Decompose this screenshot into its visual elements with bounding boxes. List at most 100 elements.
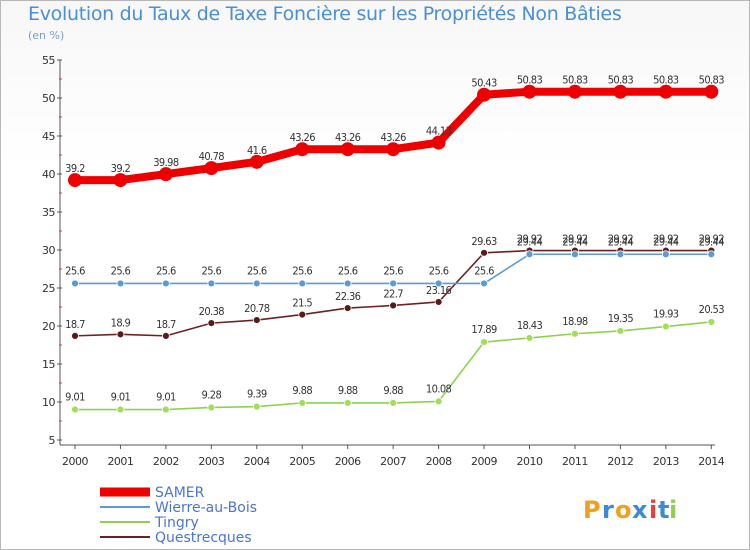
data-point-tingry xyxy=(161,405,170,414)
data-label-wierre-au-bois: 25.6 xyxy=(292,264,312,277)
legend-label-samer: SAMER xyxy=(155,485,205,501)
data-label-samer: 43.26 xyxy=(380,131,406,144)
x-tick-label: 2013 xyxy=(653,455,679,468)
data-point-questrecques xyxy=(252,316,261,324)
data-point-samer xyxy=(613,84,628,99)
data-label-wierre-au-bois: 25.6 xyxy=(111,264,131,277)
data-label-tingry: 9.01 xyxy=(111,391,131,404)
data-point-wierre-au-bois xyxy=(571,250,579,259)
x-tick-label: 2011 xyxy=(562,455,588,468)
data-point-questrecques xyxy=(207,319,216,328)
data-point-samer xyxy=(158,167,173,182)
data-point-questrecques xyxy=(298,310,307,319)
data-label-questrecques: 29.92 xyxy=(653,233,679,246)
data-label-questrecques: 22.36 xyxy=(335,290,361,303)
data-label-wierre-au-bois: 25.6 xyxy=(156,264,176,277)
data-point-samer xyxy=(704,84,719,99)
data-label-samer: 50.83 xyxy=(517,74,543,87)
legend-label-wierre-au-bois: Wierre-au-Bois xyxy=(155,500,257,516)
data-point-wierre-au-bois xyxy=(389,279,398,288)
data-label-samer: 43.26 xyxy=(290,131,316,144)
data-point-wierre-au-bois xyxy=(252,279,261,288)
data-label-samer: 40.78 xyxy=(199,150,225,163)
data-label-tingry: 18.43 xyxy=(517,319,543,332)
data-label-wierre-au-bois: 29.44 xyxy=(608,235,634,248)
data-point-tingry xyxy=(525,334,534,342)
data-label-tingry: 20.53 xyxy=(699,303,725,316)
data-label-tingry: 9.39 xyxy=(247,388,267,401)
data-point-samer xyxy=(340,142,355,157)
x-tick-label: 2010 xyxy=(517,455,543,468)
data-point-samer xyxy=(658,84,673,99)
data-point-samer xyxy=(522,84,537,99)
x-tick-label: 2006 xyxy=(335,455,361,468)
data-point-samer xyxy=(295,142,310,157)
data-point-wierre-au-bois xyxy=(616,250,625,259)
data-label-tingry: 17.89 xyxy=(471,323,497,336)
y-tick-label: 35 xyxy=(42,206,55,219)
data-point-wierre-au-bois xyxy=(71,279,79,288)
legend-label-questrecques: Questrecques xyxy=(155,530,252,546)
data-label-wierre-au-bois: 25.6 xyxy=(65,264,85,277)
data-point-questrecques xyxy=(161,331,170,340)
data-label-questrecques: 22.7 xyxy=(383,287,403,300)
y-tick-label: 25 xyxy=(42,282,55,295)
data-point-samer xyxy=(386,142,401,157)
data-label-questrecques: 20.78 xyxy=(244,302,270,315)
data-label-wierre-au-bois: 29.44 xyxy=(699,235,725,248)
data-label-samer: 41.6 xyxy=(247,144,267,157)
y-tick-label: 5 xyxy=(49,434,56,447)
x-tick-label: 2002 xyxy=(153,455,179,468)
data-label-questrecques: 29.92 xyxy=(562,233,588,246)
data-label-samer: 50.83 xyxy=(653,74,679,87)
data-label-questrecques: 23.16 xyxy=(426,284,452,297)
data-point-tingry xyxy=(480,338,488,346)
data-point-tingry xyxy=(343,399,352,407)
data-point-samer xyxy=(567,84,582,99)
data-point-questrecques xyxy=(71,331,79,340)
data-label-questrecques: 18.9 xyxy=(111,316,131,329)
x-tick-label: 2007 xyxy=(380,455,406,468)
data-point-questrecques xyxy=(480,248,488,257)
data-point-tingry xyxy=(207,403,216,412)
data-point-wierre-au-bois xyxy=(525,250,534,259)
data-label-tingry: 9.88 xyxy=(292,384,312,397)
brand-logo-letter: x xyxy=(632,496,648,524)
data-label-tingry: 9.01 xyxy=(65,391,85,404)
data-point-wierre-au-bois xyxy=(207,279,216,288)
data-label-tingry: 10.08 xyxy=(426,382,452,395)
brand-logo-letter: i xyxy=(649,496,657,524)
data-point-tingry xyxy=(389,399,398,407)
brand-logo-letter: P xyxy=(583,496,601,524)
data-label-wierre-au-bois: 25.6 xyxy=(202,264,222,277)
x-tick-label: 2001 xyxy=(107,455,133,468)
data-point-tingry xyxy=(434,397,443,406)
x-tick-label: 2000 xyxy=(62,455,88,468)
y-tick-label: 50 xyxy=(42,92,55,105)
y-tick-label: 15 xyxy=(42,358,55,371)
data-point-questrecques xyxy=(116,330,125,339)
brand-logo-letter: r xyxy=(602,496,614,524)
data-point-wierre-au-bois xyxy=(480,279,488,288)
data-label-questrecques: 21.5 xyxy=(292,297,312,310)
data-label-wierre-au-bois: 25.6 xyxy=(383,264,403,277)
data-label-questrecques: 29.92 xyxy=(608,233,634,246)
chart-title: Evolution du Taux de Taxe Foncière sur l… xyxy=(28,3,622,25)
data-label-questrecques: 20.38 xyxy=(199,305,225,318)
y-axis-unit: (en %) xyxy=(28,29,65,42)
data-point-samer xyxy=(431,135,446,150)
x-tick-label: 2004 xyxy=(244,455,270,468)
data-point-wierre-au-bois xyxy=(161,279,170,288)
data-point-tingry xyxy=(707,318,716,326)
data-point-questrecques xyxy=(389,301,398,310)
data-point-tingry xyxy=(116,405,125,414)
data-point-samer xyxy=(68,173,82,188)
data-label-questrecques: 29.63 xyxy=(471,235,497,248)
data-label-wierre-au-bois: 29.44 xyxy=(517,235,543,248)
data-label-questrecques: 29.92 xyxy=(699,233,725,246)
data-label-wierre-au-bois: 25.6 xyxy=(338,264,358,277)
data-label-samer: 39.2 xyxy=(111,162,131,175)
y-tick-label: 30 xyxy=(42,244,55,257)
data-label-tingry: 9.01 xyxy=(156,391,176,404)
